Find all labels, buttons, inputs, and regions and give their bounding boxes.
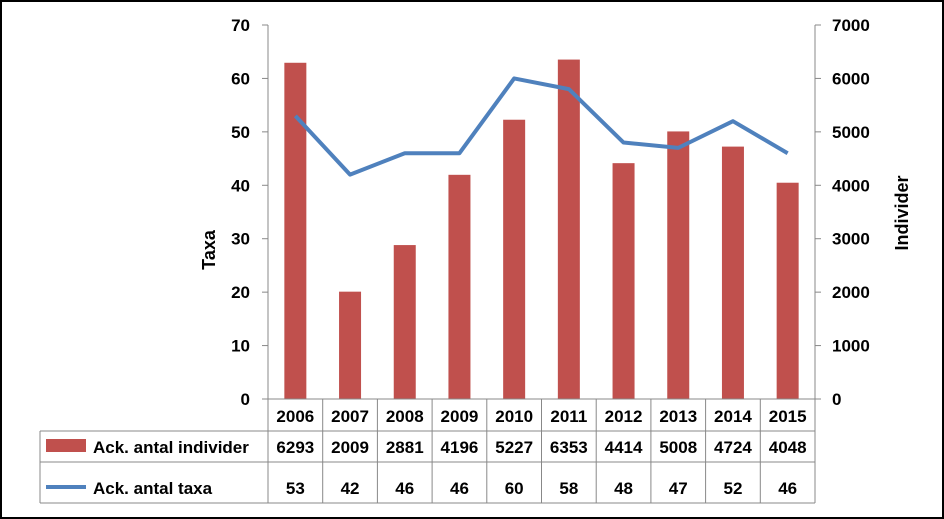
table-cell: 53 (286, 479, 305, 498)
right-tick-label: 6000 (832, 69, 870, 88)
table-cell: 2009 (331, 438, 369, 457)
left-tick-label: 20 (231, 283, 250, 302)
table-cell: 46 (450, 479, 469, 498)
bar (448, 174, 471, 399)
category-label: 2012 (605, 407, 643, 426)
bar (284, 62, 307, 400)
table-cell: 4724 (714, 438, 752, 457)
category-label: 2015 (769, 407, 807, 426)
left-axis-title: Taxa (199, 229, 219, 270)
left-tick-label: 50 (231, 123, 250, 142)
table-cell: 60 (505, 479, 524, 498)
bar (557, 59, 580, 399)
bar (721, 146, 744, 399)
table-cell: 42 (341, 479, 360, 498)
table-cell: 4414 (605, 438, 643, 457)
category-label: 2006 (276, 407, 314, 426)
left-tick-label: 70 (231, 16, 250, 35)
right-tick-label: 1000 (832, 337, 870, 356)
taxa-line (293, 76, 789, 177)
right-tick-label: 5000 (832, 123, 870, 142)
category-label: 2013 (659, 407, 697, 426)
category-label: 2008 (386, 407, 424, 426)
left-tick-label: 60 (231, 69, 250, 88)
table-cell: 48 (614, 479, 633, 498)
category-label: 2007 (331, 407, 369, 426)
bar (612, 163, 635, 399)
right-tick-label: 4000 (832, 176, 870, 195)
left-tick-label: 40 (231, 176, 250, 195)
row-label: Ack. antal taxa (93, 479, 213, 498)
left-tick-label: 0 (241, 390, 250, 409)
right-tick-label: 3000 (832, 230, 870, 249)
row-label: Ack. antal individer (93, 438, 249, 457)
table-cell: 47 (669, 479, 688, 498)
bar (393, 245, 416, 399)
table-cell: 4196 (441, 438, 479, 457)
table-cell: 6353 (550, 438, 588, 457)
category-label: 2014 (714, 407, 752, 426)
bar (339, 291, 362, 399)
table-cell: 46 (778, 479, 797, 498)
table-cell: 46 (395, 479, 414, 498)
bar (667, 131, 690, 399)
category-label: 2011 (550, 407, 587, 426)
left-tick-label: 30 (231, 230, 250, 249)
table-cell: 5008 (659, 438, 697, 457)
table-cell: 52 (723, 479, 742, 498)
table-cell: 4048 (769, 438, 807, 457)
legend-key-bar (46, 439, 86, 452)
left-tick-label: 10 (231, 337, 250, 356)
category-label: 2010 (495, 407, 533, 426)
category-label: 2009 (441, 407, 479, 426)
bar (776, 182, 799, 399)
table-cell: 2881 (386, 438, 424, 457)
bar (503, 119, 526, 400)
right-axis-title: Individer (892, 175, 912, 250)
table-cell: 5227 (495, 438, 533, 457)
table-cell: 58 (559, 479, 578, 498)
right-tick-label: 0 (832, 390, 841, 409)
right-tick-label: 7000 (832, 16, 870, 35)
right-tick-label: 2000 (832, 283, 870, 302)
table-cell: 6293 (276, 438, 314, 457)
